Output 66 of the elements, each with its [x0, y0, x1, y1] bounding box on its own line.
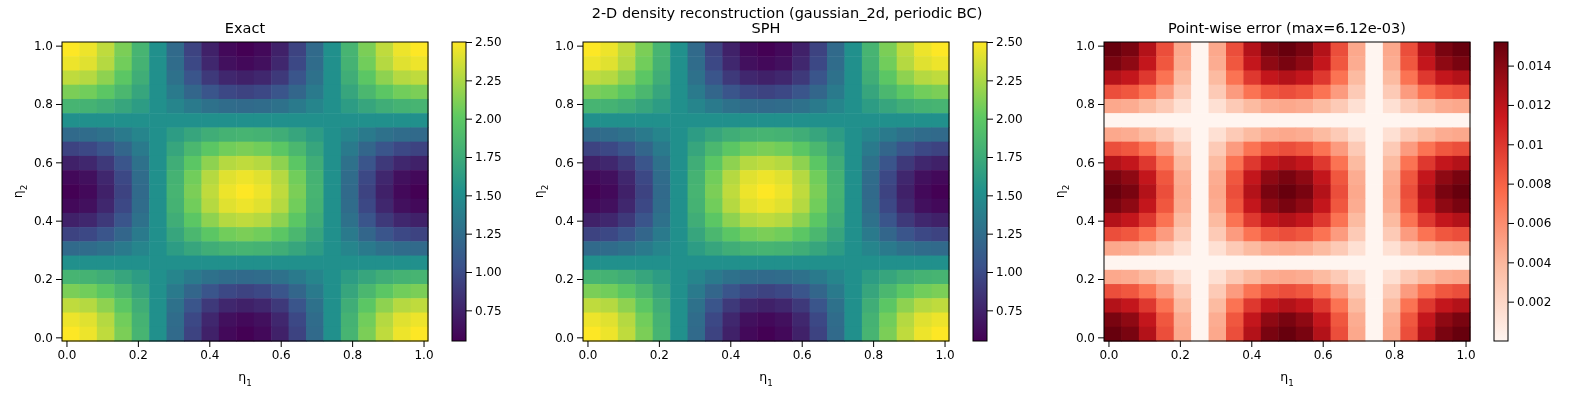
- x-tick-label: 0.6: [1313, 347, 1333, 362]
- color-bar-label: 1.25: [996, 227, 1023, 242]
- y-tick-label: 0.8: [1075, 97, 1095, 112]
- x-tick-label: 0.8: [343, 347, 363, 362]
- x-axis-title: η$_{1}$: [1280, 369, 1294, 388]
- color-bar-label: 2.25: [475, 73, 502, 88]
- x-tick-label: 0.4: [200, 347, 220, 362]
- x-tick-label: 0.8: [1385, 347, 1405, 362]
- x-tick-label: 1.0: [414, 347, 434, 362]
- y-tick-label: 0.2: [1075, 272, 1095, 287]
- y-tick-label: 0.4: [554, 214, 574, 229]
- x-tick-label: 1.0: [935, 347, 955, 362]
- y-tick-label: 1.0: [33, 38, 53, 53]
- color-bar-label: 0.008: [1517, 176, 1552, 191]
- y-tick-label: 0.8: [554, 97, 574, 112]
- y-tick-label: 0.2: [33, 272, 53, 287]
- chart-title: Exact: [224, 20, 266, 36]
- y-tick-label: 0.0: [33, 330, 53, 345]
- y-tick-label: 1.0: [554, 38, 574, 53]
- y-tick-label: 0.4: [1075, 214, 1095, 229]
- color-bar-label: 1.75: [996, 150, 1023, 165]
- y-tick-label: 0.2: [554, 272, 574, 287]
- x-tick-label: 1.0: [1456, 347, 1476, 362]
- color-bar-label: 1.00: [996, 265, 1023, 280]
- x-tick-label: 0.2: [1170, 347, 1190, 362]
- color-bar-label: 2.50: [475, 35, 502, 50]
- x-tick-label: 0.8: [864, 347, 884, 362]
- x-tick-label: 0.6: [792, 347, 812, 362]
- color-bar-label: 0.01: [1517, 137, 1544, 152]
- x-tick-label: 0.0: [57, 347, 77, 362]
- y-tick-label: 0.6: [1075, 155, 1095, 170]
- chart-title: Point-wise error (max=6.12e-03): [1168, 20, 1406, 36]
- color-bar-label: 0.014: [1517, 58, 1552, 73]
- y-tick-label: 1.0: [1075, 38, 1095, 53]
- x-tick-label: 0.2: [649, 347, 669, 362]
- color-bar-label: 1.75: [475, 150, 502, 165]
- chart-title: SPH: [751, 20, 781, 36]
- color-bar-label: 1.00: [475, 265, 502, 280]
- color-bar-label: 0.75: [996, 303, 1023, 318]
- color-bar-label: 1.25: [475, 227, 502, 242]
- color-bar-label: 1.50: [996, 188, 1023, 203]
- color-bar-label: 2.00: [996, 112, 1023, 127]
- y-tick-label: 0.6: [33, 155, 53, 170]
- x-axis-title: η$_{1}$: [759, 369, 773, 388]
- color-bar-label: 2.00: [475, 112, 502, 127]
- y-tick-label: 0.6: [554, 155, 574, 170]
- color-bar-label: 0.004: [1517, 255, 1552, 270]
- y-tick-label: 0.4: [33, 214, 53, 229]
- x-tick-label: 0.6: [271, 347, 291, 362]
- color-bar-label: 2.50: [996, 35, 1023, 50]
- x-tick-label: 0.4: [1242, 347, 1262, 362]
- x-axis-title: η$_{1}$: [238, 369, 252, 388]
- color-bar-label: 0.75: [475, 303, 502, 318]
- color-bar-label: 0.012: [1517, 98, 1552, 113]
- x-tick-label: 0.0: [1099, 347, 1119, 362]
- y-tick-label: 0.8: [33, 97, 53, 112]
- x-tick-label: 0.4: [721, 347, 741, 362]
- color-bar-label: 0.006: [1517, 216, 1552, 231]
- y-tick-label: 0.0: [1075, 330, 1095, 345]
- color-bar-label: 1.50: [475, 188, 502, 203]
- x-tick-label: 0.0: [578, 347, 598, 362]
- color-bar-label: 2.25: [996, 73, 1023, 88]
- color-bar-label: 0.002: [1517, 295, 1552, 309]
- x-tick-label: 0.2: [128, 347, 148, 362]
- text: 2-D density reconstruction (gaussian_2d, periodic BC): [591, 5, 983, 21]
- y-tick-label: 0.0: [554, 330, 574, 345]
